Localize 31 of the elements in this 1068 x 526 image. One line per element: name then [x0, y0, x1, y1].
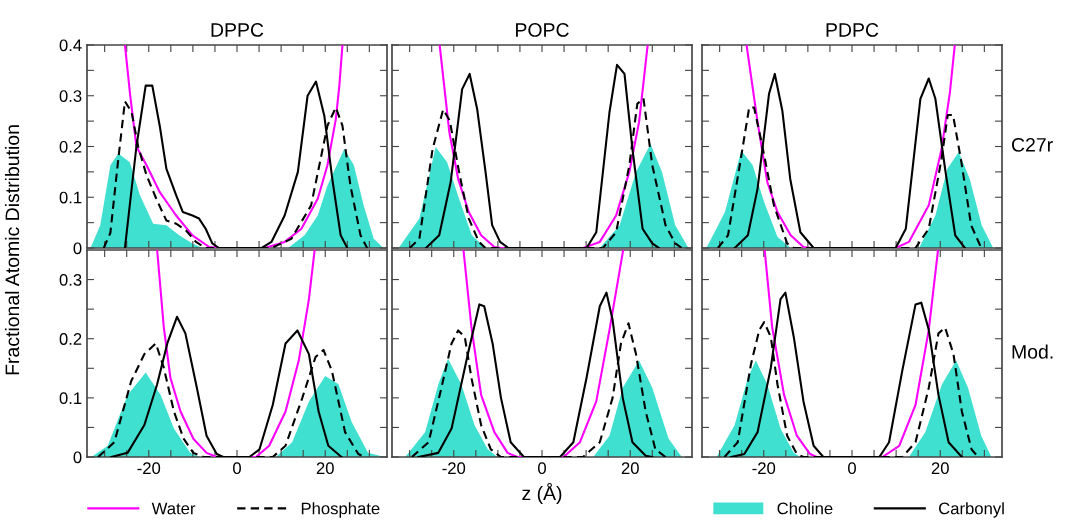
x-tick-label: 20	[621, 462, 639, 475]
legend-label: Phosphate	[301, 502, 380, 518]
chart-title: POPC	[516, 23, 569, 37]
y-tick-label: 0	[73, 242, 82, 255]
x-axis-title: z (Å)	[522, 482, 562, 504]
y-tick-label: 0.2	[59, 140, 82, 153]
y-tick-label: 0.4	[59, 39, 82, 52]
chart-title: DPPC	[211, 23, 264, 37]
x-tick-label: 20	[316, 462, 334, 475]
x-tick-label: 0	[538, 462, 546, 475]
chart-title: PDPC	[826, 23, 879, 37]
legend-label: Water	[151, 502, 196, 515]
y-tick-label: 0.1	[59, 191, 82, 204]
y-tick-label: 0.1	[59, 392, 82, 405]
text: Mod.	[1012, 344, 1053, 359]
x-tick-label: 0	[233, 462, 241, 475]
x-tick-label: -20	[442, 462, 466, 475]
x-tick-label: -20	[137, 462, 161, 475]
y-tick-label: 0.3	[59, 273, 82, 286]
x-tick-label: -20	[752, 462, 776, 475]
y-tick-label: 0.3	[59, 90, 82, 102]
y-tick-label: 0	[73, 451, 82, 464]
x-tick-label: 0	[848, 462, 856, 475]
legend-label: Choline	[777, 502, 833, 515]
line-series	[123, 45, 344, 248]
legend-label: Carbonyl	[939, 502, 1004, 518]
y-tick-label: 0.2	[59, 333, 82, 345]
line-series	[156, 250, 316, 457]
text: C27r	[1011, 137, 1053, 152]
x-tick-label: 20	[931, 462, 949, 475]
y-axis-title: Fractional Atomic Distribution	[4, 125, 20, 375]
